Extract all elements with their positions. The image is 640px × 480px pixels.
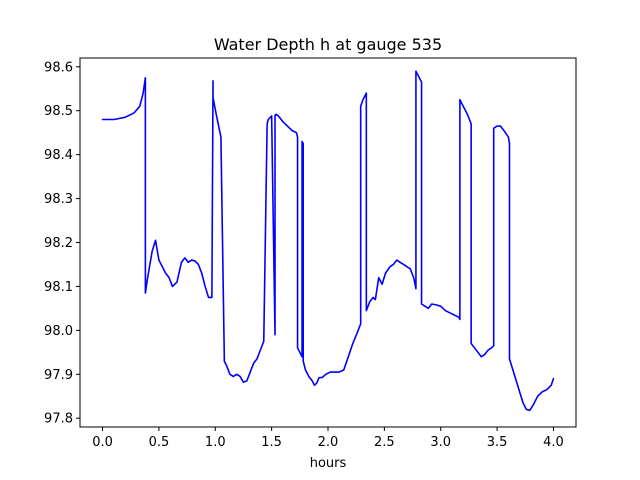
x-tick-label: 0.0 bbox=[92, 435, 113, 450]
x-tick-label: 3.5 bbox=[487, 435, 508, 450]
y-tick-label: 98.4 bbox=[44, 148, 73, 163]
x-tick-label: 1.5 bbox=[261, 435, 282, 450]
x-axis-ticks: 0.0 0.5 1.0 1.5 2.0 2.5 3.0 3.5 4.0 bbox=[92, 427, 564, 450]
y-tick-label: 98.0 bbox=[44, 324, 73, 339]
y-tick-label: 98.5 bbox=[44, 104, 73, 119]
x-tick-label: 2.5 bbox=[374, 435, 395, 450]
x-tick-label: 1.0 bbox=[205, 435, 226, 450]
x-tick-label: 3.0 bbox=[430, 435, 451, 450]
x-axis-label: hours bbox=[310, 456, 347, 471]
y-tick-label: 98.2 bbox=[44, 236, 73, 251]
y-tick-label: 97.8 bbox=[44, 412, 73, 427]
x-tick-label: 2.0 bbox=[318, 435, 339, 450]
x-tick-label: 0.5 bbox=[149, 435, 170, 450]
y-axis-ticks: 97.8 97.9 98.0 98.1 98.2 98.3 98.4 98.5 98.6 bbox=[44, 60, 80, 427]
plot-area bbox=[101, 70, 555, 412]
y-tick-label: 98.3 bbox=[44, 192, 73, 207]
series-line bbox=[101, 70, 555, 412]
y-tick-label: 98.1 bbox=[44, 280, 73, 295]
y-tick-label: 98.6 bbox=[44, 60, 73, 75]
chart-title: Water Depth h at gauge 535 bbox=[214, 35, 442, 54]
x-tick-label: 4.0 bbox=[543, 435, 564, 450]
y-tick-label: 97.9 bbox=[44, 368, 73, 383]
axes-frame bbox=[79, 57, 577, 428]
